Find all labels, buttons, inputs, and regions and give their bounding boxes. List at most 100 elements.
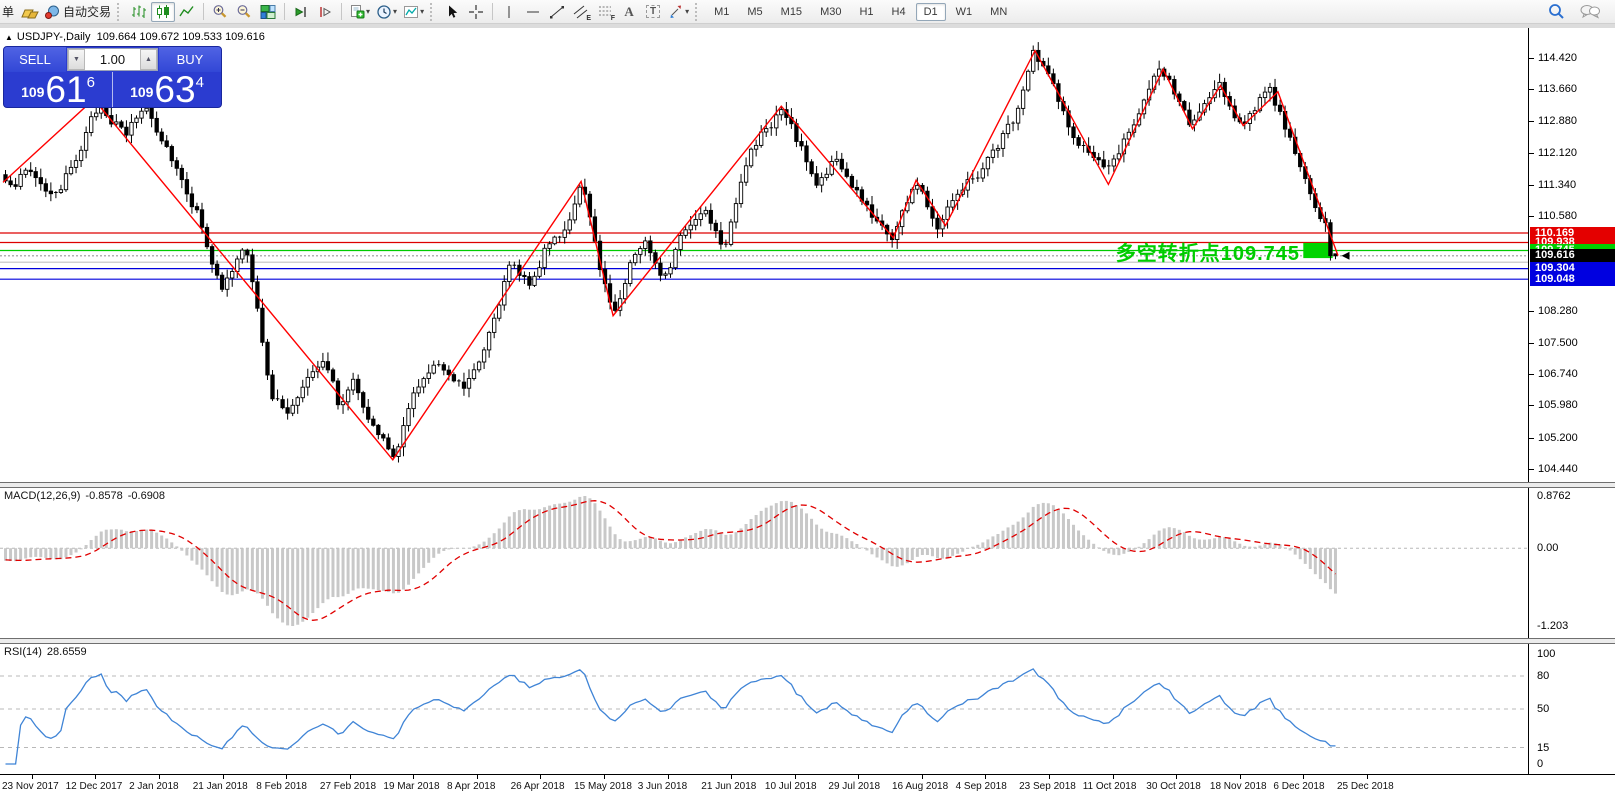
price-tick-mark	[1529, 184, 1534, 186]
cursor-button[interactable]	[440, 2, 464, 22]
window-separator[interactable]	[0, 638, 1615, 644]
main-chart-panel: ▲ USDJPY-,Daily 109.664 109.672 109.533 1…	[0, 28, 1615, 482]
horizontal-line-button[interactable]	[521, 2, 545, 22]
timeframe-m15[interactable]: M15	[780, 5, 803, 18]
candlestick-chart-button[interactable]	[151, 1, 176, 22]
crosshair-button[interactable]	[464, 2, 488, 22]
price-tick-label: 104.440	[1538, 462, 1578, 475]
rsi-axis-label: 100	[1537, 648, 1556, 660]
fibonacci-button[interactable]: F	[593, 2, 617, 22]
price-tick-label: 105.980	[1538, 399, 1578, 412]
timeframe-w1[interactable]: W1	[955, 5, 973, 18]
macd-axis-label: -1.203	[1537, 620, 1569, 632]
tile-windows-button[interactable]	[256, 2, 280, 22]
collapse-arrow-icon[interactable]: ▲	[5, 33, 13, 42]
autotrade-button[interactable]: 自动交易	[42, 2, 114, 22]
macd-axis-label: 0.8762	[1537, 490, 1571, 502]
toolbar: 单 自动交易 ▾ ▾ ▾ E F A T ▾	[0, 0, 1615, 24]
chart-shift-button[interactable]	[313, 2, 337, 22]
date-tick-label: 4 Sep 2018	[955, 781, 1007, 792]
price-tick-label: 112.120	[1538, 146, 1577, 159]
bar-chart-button[interactable]	[127, 2, 151, 22]
orders-label-partial[interactable]: 单	[2, 5, 15, 19]
price-tick-mark	[1529, 468, 1534, 470]
date-tick-label: 23 Nov 2017	[2, 781, 59, 792]
period-button[interactable]: ▾	[373, 2, 400, 22]
equidistant-channel-button[interactable]: E	[569, 2, 593, 22]
toolbar-grip[interactable]	[430, 2, 435, 21]
fibonacci-icon	[599, 6, 612, 15]
zoom-in-button[interactable]	[208, 2, 232, 22]
trend-annotation-text[interactable]: 多空转折点109.745	[1115, 243, 1300, 265]
toolbar-grip[interactable]	[117, 2, 122, 21]
symbol-period-label: USDJPY-,Daily	[16, 31, 91, 43]
new-order-ingot-icon[interactable]	[18, 2, 42, 22]
rsi-chart[interactable]: RSI(14) 28.6559	[0, 644, 1528, 774]
date-tick-mark	[95, 775, 97, 779]
date-tick-label: 26 Apr 2018	[510, 781, 565, 792]
macd-chart[interactable]: MACD(12,26,9) -0.8578 -0.6908	[0, 488, 1528, 638]
vertical-line-button[interactable]	[497, 2, 521, 22]
crosshair-icon	[469, 4, 484, 19]
date-tick-mark	[858, 775, 860, 779]
window-separator[interactable]	[0, 482, 1615, 488]
volume-decrease-button[interactable]: ▼	[68, 49, 85, 70]
sell-button[interactable]: SELL	[4, 47, 66, 72]
date-tick-mark	[31, 775, 33, 779]
autotrade-icon	[45, 5, 60, 19]
arrows-tool-button[interactable]: ▾	[665, 2, 692, 22]
candlestick-chart[interactable]: ▲ USDJPY-,Daily 109.664 109.672 109.533 1…	[0, 28, 1528, 482]
timeframe-m1[interactable]: M1	[714, 5, 730, 18]
text-icon: A	[624, 3, 634, 19]
date-tick-label: 18 Nov 2018	[1209, 781, 1267, 792]
auto-scroll-button[interactable]	[289, 2, 313, 22]
timeframe-h4[interactable]: H4	[891, 5, 906, 18]
toolbar-gap	[0, 24, 1615, 28]
sell-price[interactable]: 109 61 6	[4, 71, 113, 107]
timeframe-d1[interactable]: D1	[915, 2, 946, 21]
price-tick-mark	[1529, 405, 1534, 407]
date-tick-label: 6 Dec 2018	[1273, 781, 1325, 792]
dropdown-caret-icon: ▾	[366, 7, 371, 16]
price-tick-label: 106.740	[1538, 368, 1578, 381]
toolbar-grip[interactable]	[695, 2, 700, 21]
new-order-button[interactable]: ▾	[346, 2, 373, 22]
line-chart-button[interactable]	[175, 2, 199, 22]
date-tick-mark	[921, 775, 923, 779]
volume-value[interactable]: 1.00	[99, 52, 126, 67]
date-tick-mark	[476, 775, 478, 779]
date-axis[interactable]: 23 Nov 2017 12 Dec 2017 2 Jan 2018 21 Jan 2…	[0, 774, 1615, 796]
macd-panel: MACD(12,26,9) -0.8578 -0.6908 0.8762 0.00 -1…	[0, 488, 1615, 638]
date-tick-label: 30 Oct 2018	[1146, 781, 1201, 792]
chat-icon[interactable]	[1579, 3, 1601, 20]
search-icon[interactable]	[1548, 3, 1565, 20]
price-tick-mark	[1529, 89, 1534, 91]
price-axis: 114.420 113.660 112.880 112.120 111.340 110.5…	[1528, 28, 1615, 482]
buy-button[interactable]: BUY	[159, 47, 221, 72]
indicators-button[interactable]: ▾	[400, 2, 427, 22]
date-tick-label: 8 Feb 2018	[256, 781, 307, 792]
timeframe-m30[interactable]: M30	[820, 5, 842, 18]
dropdown-caret-icon: ▾	[420, 7, 425, 16]
cursor-icon	[449, 5, 458, 18]
buy-price[interactable]: 109 63 4	[130, 68, 204, 108]
dropdown-caret-icon: ▾	[393, 7, 398, 16]
label-icon: T	[646, 5, 661, 18]
price-tick-mark	[1529, 58, 1534, 59]
timeframe-mn[interactable]: MN	[990, 5, 1008, 18]
text-tool-button[interactable]: A	[617, 2, 641, 22]
date-tick-mark	[985, 775, 987, 779]
price-tick-label: 107.500	[1538, 336, 1578, 349]
volume-increase-button[interactable]: ▲	[140, 49, 157, 70]
timeframe-h1[interactable]: H1	[859, 5, 874, 18]
chart-window: ▲ USDJPY-,Daily 109.664 109.672 109.533 1…	[0, 28, 1615, 796]
trendline-button[interactable]	[545, 2, 569, 22]
timeframe-m5[interactable]: M5	[747, 5, 763, 18]
price-level-chip: 109.304	[1530, 262, 1615, 276]
date-tick-mark	[1176, 775, 1178, 779]
zoom-out-button[interactable]	[232, 2, 256, 22]
text-label-button[interactable]: T	[641, 2, 665, 22]
tile-windows-icon	[260, 4, 276, 19]
price-tick-mark	[1529, 152, 1534, 154]
